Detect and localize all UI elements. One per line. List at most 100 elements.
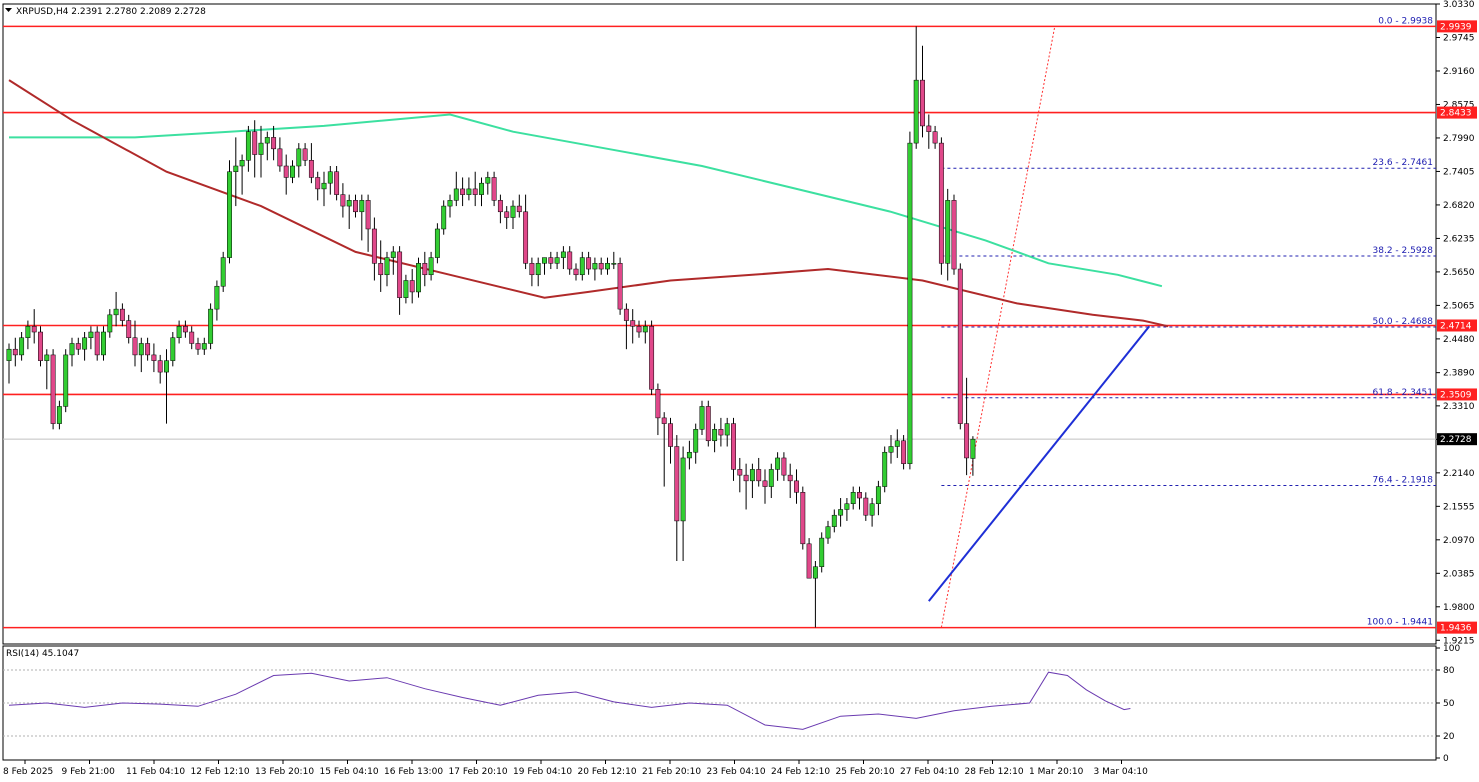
candle-body <box>132 337 138 356</box>
candle-body <box>888 446 894 453</box>
ascending-trendline[interactable] <box>928 325 1151 602</box>
time-axis[interactable]: 8 Feb 2025 9 Feb 21:00 11 Feb 04:10 12 Feb … <box>3 760 1148 777</box>
candle-body <box>794 480 799 493</box>
candle-body <box>932 131 938 144</box>
candle-body <box>264 137 270 144</box>
price-label-text: 2.3509 <box>1440 390 1472 400</box>
candle-body <box>762 480 768 487</box>
candle-body <box>56 406 62 424</box>
fib-level-label: 61.8 - 2.3451 <box>1373 388 1434 398</box>
time-tick-label: 25 Feb 20:10 <box>836 767 895 777</box>
price-label-box <box>1437 20 1477 33</box>
candle-body <box>6 348 12 361</box>
candle-body <box>875 486 881 504</box>
candle-body <box>642 326 648 333</box>
price-label-text: 1.9436 <box>1440 624 1472 634</box>
candle-body <box>863 497 869 516</box>
candle-body <box>296 148 302 167</box>
candle-body <box>327 171 333 184</box>
candle-body <box>598 263 604 270</box>
candle-body <box>189 331 195 344</box>
candle-body <box>907 142 913 464</box>
candle-body <box>252 131 258 155</box>
price-label-text: 2.9939 <box>1440 22 1472 32</box>
candle-body <box>126 320 132 338</box>
price-tick-label: 2.2140 <box>1443 469 1475 479</box>
candle-body <box>214 285 220 310</box>
time-tick-label: 12 Feb 12:10 <box>191 767 250 777</box>
candle-body <box>611 263 617 265</box>
candle-body <box>850 492 856 504</box>
candle-body <box>233 165 239 172</box>
fibonacci-retracement[interactable]: 0.0 - 2.9938 23.6 - 2.7461 38.2 - 2.5928 50… <box>940 16 1436 628</box>
candle-body <box>548 257 554 264</box>
candle-body <box>164 360 169 373</box>
candle-body <box>428 257 434 276</box>
candle-body <box>680 457 686 522</box>
candle-body <box>75 343 81 350</box>
candle-body <box>743 474 749 482</box>
current-price-box <box>1437 433 1477 446</box>
candle-body <box>101 331 106 356</box>
price-label-text: 2.8433 <box>1440 109 1472 119</box>
candle-body <box>920 79 925 127</box>
price-tick-label: 2.9745 <box>1443 33 1475 43</box>
candlesticks <box>6 26 976 628</box>
candle-body <box>605 263 610 270</box>
moving-average-short <box>8 79 1169 328</box>
fib-anchor-line[interactable] <box>940 26 1056 628</box>
candle-body <box>806 543 812 579</box>
candle-body <box>894 440 900 447</box>
candle-body <box>25 326 31 338</box>
candle-body <box>277 148 283 167</box>
candle-body <box>138 343 144 356</box>
candle-body <box>787 474 793 482</box>
candle-body <box>195 343 201 350</box>
candle-body <box>409 280 415 293</box>
price-axis[interactable]: 3.0330 2.9745 2.9160 2.8575 2.7990 2.7405 2.68… <box>1436 0 1475 646</box>
candle-body <box>491 177 497 201</box>
candle-body <box>384 257 390 276</box>
horizontal-lines[interactable] <box>3 25 1436 629</box>
candle-body <box>176 326 182 338</box>
time-tick-label: 24 Feb 12:10 <box>771 767 830 777</box>
price-tick-label: 2.3310 <box>1443 402 1475 412</box>
candle-body <box>926 125 932 132</box>
chart-header: XRPUSD,H4 2.2391 2.2780 2.2089 2.2728 <box>5 7 206 17</box>
candle-body <box>945 200 951 264</box>
candle-body <box>567 251 573 270</box>
price-tick-label: 2.0970 <box>1443 536 1475 546</box>
candle-body <box>201 343 207 350</box>
rsi-tick-label: 0 <box>1443 754 1449 764</box>
candle-body <box>170 337 176 361</box>
candle-body <box>403 280 409 298</box>
candle-body <box>964 423 970 459</box>
price-tick-label: 1.9800 <box>1443 603 1475 613</box>
candle-body <box>649 326 655 390</box>
candle-body <box>302 148 308 161</box>
candle-body <box>970 438 976 459</box>
candle-body <box>353 200 358 213</box>
candle-body <box>31 326 37 333</box>
candle-body <box>592 263 598 270</box>
candle-body <box>497 200 503 213</box>
price-tick-label: 2.5650 <box>1443 268 1475 278</box>
candle-body <box>560 251 566 258</box>
rsi-tick-label: 100 <box>1443 644 1460 654</box>
rsi-line <box>8 671 1131 730</box>
candle-body <box>447 200 453 207</box>
candle-body <box>586 257 592 270</box>
collapse-arrow-icon[interactable] <box>5 8 12 12</box>
candle-body <box>245 131 251 161</box>
candle-body <box>800 492 806 545</box>
candle-body <box>542 257 547 264</box>
candle-body <box>82 337 88 350</box>
time-tick-label: 13 Feb 20:10 <box>255 767 314 777</box>
candle-body <box>466 188 472 195</box>
price-label-box <box>1437 388 1477 401</box>
trendline[interactable] <box>928 325 1151 602</box>
price-tick-label: 2.3890 <box>1443 369 1475 379</box>
candle-body <box>63 354 69 407</box>
candle-body <box>913 79 919 144</box>
